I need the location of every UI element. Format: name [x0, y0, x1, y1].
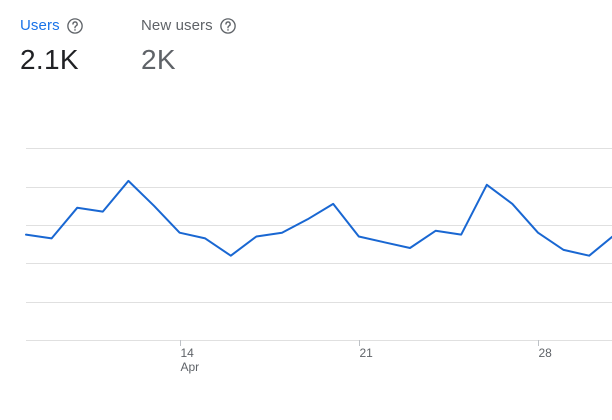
- x-axis-month-label: Apr: [181, 360, 200, 374]
- metric-tab-header: Users: [20, 14, 84, 38]
- data-point[interactable]: [356, 234, 362, 240]
- data-point[interactable]: [330, 201, 336, 207]
- metric-value-new-users: 2K: [141, 44, 176, 75]
- data-point[interactable]: [305, 216, 311, 222]
- metric-tab-header: New users: [141, 14, 237, 38]
- metric-label-new-users: New users: [141, 17, 213, 34]
- series-line-users: [25, 179, 612, 257]
- data-point[interactable]: [433, 228, 439, 234]
- x-axis-tick-label: 28: [539, 346, 553, 360]
- data-point[interactable]: [49, 235, 55, 241]
- data-point[interactable]: [23, 232, 29, 238]
- data-point[interactable]: [509, 201, 515, 207]
- data-point[interactable]: [125, 178, 131, 184]
- data-point[interactable]: [586, 253, 592, 259]
- data-point[interactable]: [279, 230, 285, 236]
- data-point[interactable]: [177, 230, 183, 236]
- data-point[interactable]: [561, 247, 567, 253]
- chart-series: [23, 178, 612, 259]
- help-circle-icon[interactable]: [219, 17, 237, 35]
- data-point[interactable]: [381, 239, 387, 245]
- metric-tab-new-users[interactable]: New users 2K: [141, 14, 237, 77]
- metric-value-users: 2.1K: [20, 44, 79, 75]
- metric-tabs: Users 2.1K New users: [0, 14, 612, 84]
- chart-gridlines: [26, 148, 612, 341]
- help-circle-icon[interactable]: [66, 17, 84, 35]
- data-point[interactable]: [202, 235, 208, 241]
- data-point[interactable]: [484, 182, 490, 188]
- x-axis-tick-label: 14: [181, 346, 195, 360]
- metric-tab-users[interactable]: Users 2.1K: [20, 14, 84, 77]
- data-point[interactable]: [151, 203, 157, 209]
- data-point[interactable]: [535, 230, 541, 236]
- data-point[interactable]: [228, 253, 234, 259]
- metric-label-users: Users: [20, 17, 60, 34]
- data-point[interactable]: [253, 234, 259, 240]
- data-point[interactable]: [407, 245, 413, 251]
- data-point[interactable]: [74, 205, 80, 211]
- data-point[interactable]: [100, 209, 106, 215]
- x-axis-tick-label: 21: [360, 346, 374, 360]
- data-point[interactable]: [458, 232, 464, 238]
